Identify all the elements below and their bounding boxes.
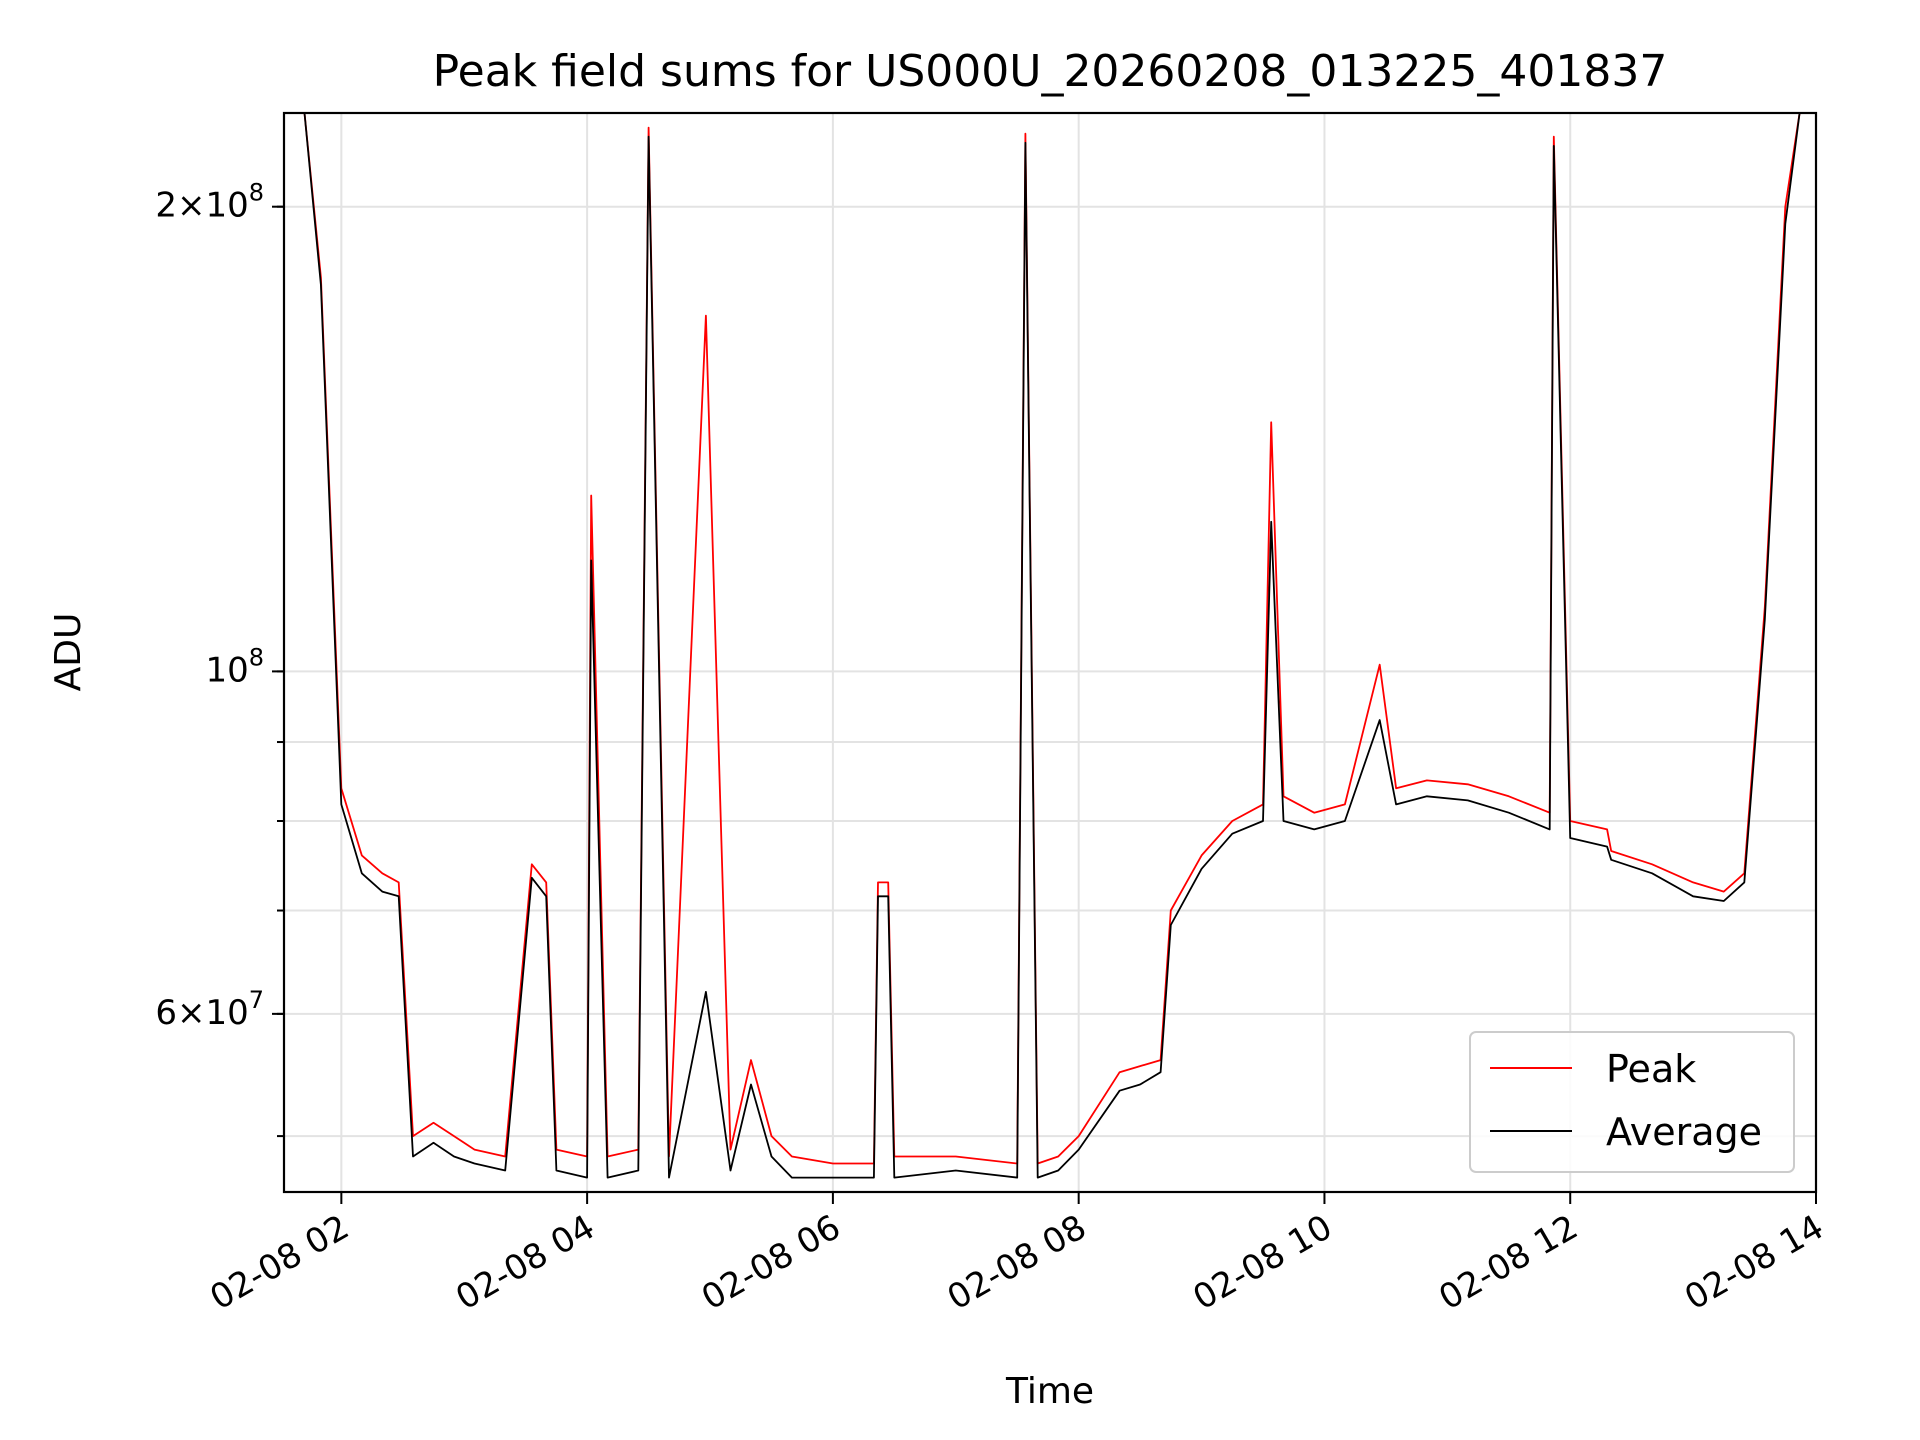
x-tick-label: 02-08 04 <box>449 1207 601 1318</box>
y-axis: 2×108 108 6×107 <box>155 179 284 1138</box>
y-tick-label: 6×107 <box>155 986 264 1033</box>
x-tick-label: 02-08 12 <box>1432 1207 1584 1318</box>
x-tick-label: 02-08 08 <box>941 1207 1093 1318</box>
x-axis: 02-08 02 02-08 04 02-08 06 02-08 08 02-08 10… <box>203 1192 1831 1318</box>
x-tick-label: 02-08 14 <box>1678 1207 1830 1318</box>
x-axis-label: Time <box>1005 1371 1094 1412</box>
y-tick-label: 108 <box>205 643 264 690</box>
grid <box>284 113 1817 1192</box>
x-tick-label: 02-08 10 <box>1187 1207 1339 1318</box>
plot-area <box>303 112 1801 1179</box>
plot-frame <box>282 111 1818 1194</box>
x-tick-label: 02-08 02 <box>203 1207 355 1318</box>
series-line-peak <box>303 112 1801 1165</box>
y-tick-label: 2×108 <box>155 179 264 226</box>
chart-title: Peak field sums for US000U_20260208_0132… <box>433 46 1668 97</box>
series-line-average <box>303 112 1801 1179</box>
legend: Peak Average <box>1469 1031 1795 1173</box>
legend-average-label: Average <box>1606 1110 1762 1154</box>
legend-peak-label: Peak <box>1606 1047 1696 1091</box>
y-axis-label: ADU <box>48 613 89 692</box>
x-tick-label: 02-08 06 <box>695 1207 847 1318</box>
